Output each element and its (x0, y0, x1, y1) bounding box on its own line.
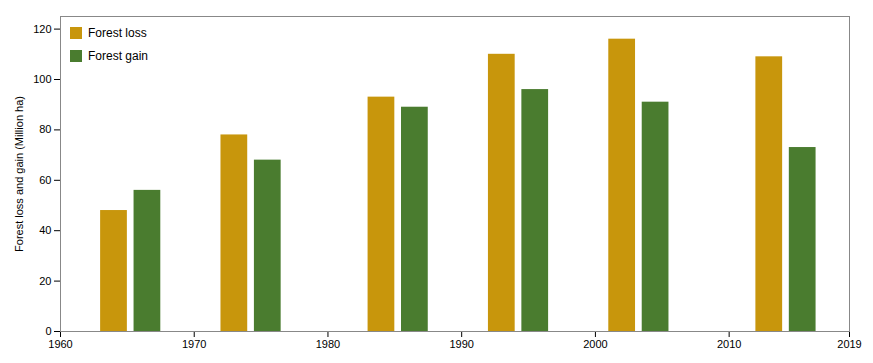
svg-text:1990: 1990 (449, 338, 473, 350)
svg-text:2000: 2000 (583, 338, 607, 350)
svg-text:2010: 2010 (717, 338, 741, 350)
html-text:Forest loss: Forest loss (88, 26, 147, 40)
svg-text:2019: 2019 (837, 338, 861, 350)
svg-text:0: 0 (45, 325, 51, 337)
svg-text:20: 20 (39, 275, 51, 287)
svg-text:1960: 1960 (48, 338, 72, 350)
svg-text:Forest loss and gain (Million: Forest loss and gain (Million ha) (13, 96, 25, 252)
svg-text:1980: 1980 (316, 338, 340, 350)
svg-text:100: 100 (33, 73, 51, 85)
svg-text:40: 40 (39, 224, 51, 236)
svg-text:120: 120 (33, 23, 51, 35)
svg-text:60: 60 (39, 174, 51, 186)
svg-text:80: 80 (39, 123, 51, 135)
svg-text:1970: 1970 (182, 338, 206, 350)
html-text:Forest gain: Forest gain (88, 48, 148, 63)
